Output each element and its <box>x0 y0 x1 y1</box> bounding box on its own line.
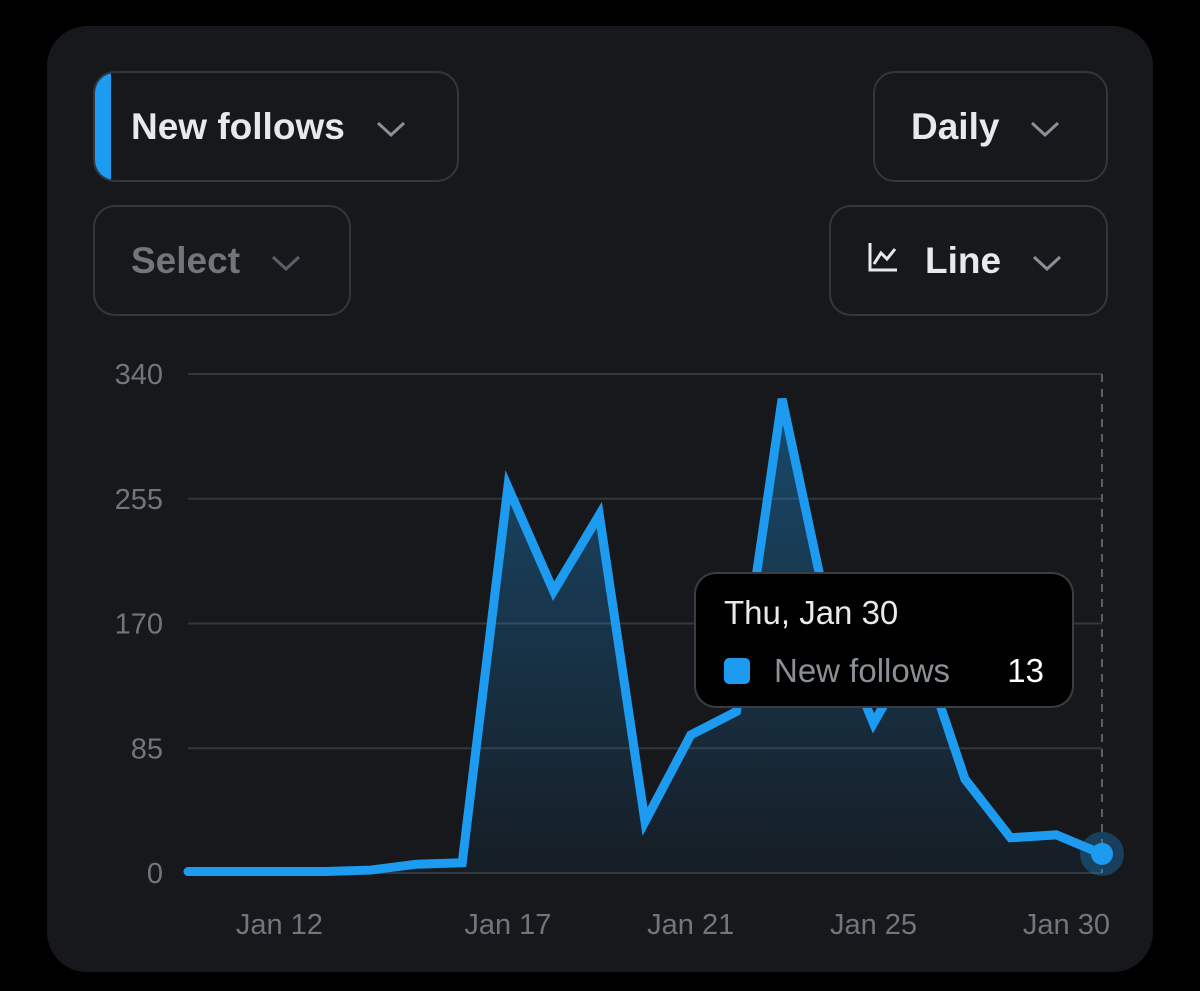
line-chart-icon <box>867 240 899 282</box>
chart-type-dropdown[interactable]: Line <box>829 205 1108 316</box>
chevron-down-icon <box>1029 106 1061 148</box>
chart-type-dropdown-label: Line <box>925 239 1002 281</box>
x-tick-label: Jan 25 <box>830 909 917 941</box>
x-tick-label: Jan 21 <box>647 909 734 941</box>
x-tick-label: Jan 30 <box>1023 909 1110 941</box>
compare-dropdown[interactable]: Select <box>93 205 351 316</box>
y-tick-label: 85 <box>131 733 163 765</box>
tooltip-date: Thu, Jan 30 <box>724 594 899 631</box>
interval-dropdown[interactable]: Daily <box>873 71 1108 182</box>
x-tick-label: Jan 12 <box>236 909 323 941</box>
chevron-down-icon <box>375 106 407 148</box>
series-area <box>188 398 1102 873</box>
tooltip-series-row: New follows 13 <box>724 652 1044 690</box>
tooltip-series-name: New follows <box>774 652 951 689</box>
metric-dropdown[interactable]: New follows <box>93 71 459 182</box>
metric-color-accent <box>95 73 111 180</box>
compare-dropdown-label: Select <box>131 239 241 281</box>
y-tick-label: 170 <box>115 609 163 641</box>
y-tick-label: 340 <box>115 359 163 391</box>
chevron-down-icon <box>270 240 302 282</box>
chart-tooltip: Thu, Jan 30 New follows 13 <box>694 572 1074 708</box>
y-tick-label: 255 <box>115 484 163 516</box>
y-tick-label: 0 <box>147 858 163 890</box>
series-line-new-follows <box>183 398 1107 877</box>
chevron-down-icon <box>1031 240 1063 282</box>
tooltip-value: 13 <box>1007 652 1044 689</box>
interval-dropdown-label: Daily <box>911 105 1000 147</box>
tooltip-series-swatch <box>724 658 750 684</box>
highlight-point[interactable] <box>1091 842 1113 865</box>
x-tick-label: Jan 17 <box>464 909 551 941</box>
metric-dropdown-label: New follows <box>131 105 345 147</box>
